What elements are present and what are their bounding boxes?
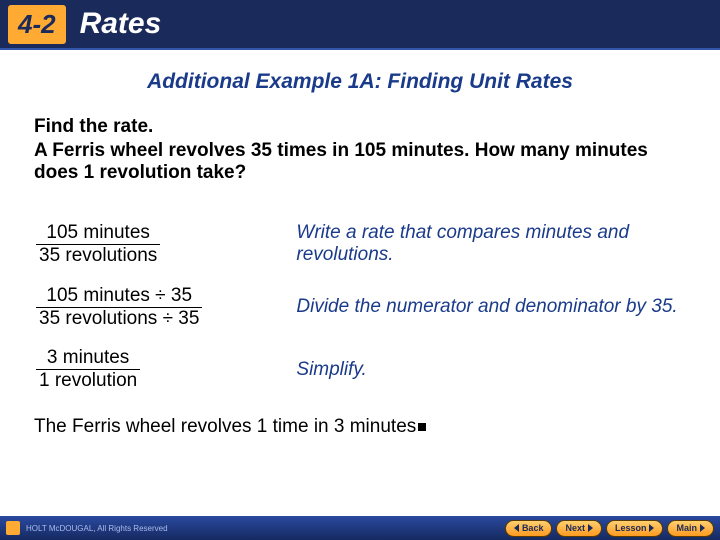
period-box: [418, 423, 426, 431]
fraction-denominator: 1 revolution: [36, 370, 140, 392]
example-subtitle: Additional Example 1A: Finding Unit Rate…: [34, 70, 686, 94]
next-label: Next: [565, 523, 585, 533]
step-row: 105 minutes ÷ 35 35 revolutions ÷ 35 Div…: [36, 277, 684, 338]
step-explanation: Divide the numerator and denominator by …: [296, 277, 684, 338]
back-button[interactable]: Back: [505, 520, 553, 537]
slide-title: Rates: [80, 7, 162, 41]
step-row: 105 minutes 35 revolutions Write a rate …: [36, 214, 684, 275]
slide-header: 4-2 Rates: [0, 0, 720, 50]
fraction-denominator: 35 revolutions: [36, 245, 160, 267]
publisher-logo-icon: [6, 521, 20, 535]
arrow-right-icon: [700, 524, 705, 532]
copyright-text: HOLT McDOUGAL, All Rights Reserved: [26, 524, 168, 533]
fraction-numerator: 105 minutes: [36, 222, 160, 245]
arrow-right-icon: [649, 524, 654, 532]
copyright-block: HOLT McDOUGAL, All Rights Reserved: [6, 521, 168, 535]
step-explanation: Simplify.: [296, 339, 684, 400]
fraction-denominator: 35 revolutions ÷ 35: [36, 308, 202, 330]
conclusion-text: The Ferris wheel revolves 1 time in 3 mi…: [34, 416, 686, 438]
problem-text: A Ferris wheel revolves 35 times in 105 …: [34, 140, 686, 184]
nav-buttons: Back Next Lesson Main: [505, 520, 714, 537]
fraction-numerator: 105 minutes ÷ 35: [36, 285, 202, 308]
fraction: 105 minutes ÷ 35 35 revolutions ÷ 35: [36, 285, 202, 330]
fraction: 105 minutes 35 revolutions: [36, 222, 160, 267]
section-number: 4-2: [8, 5, 66, 44]
step-row: 3 minutes 1 revolution Simplify.: [36, 339, 684, 400]
conclusion-label: The Ferris wheel revolves 1 time in 3 mi…: [34, 416, 416, 437]
main-label: Main: [676, 523, 697, 533]
step-explanation: Write a rate that compares minutes and r…: [296, 214, 684, 275]
arrow-left-icon: [514, 524, 519, 532]
lesson-button[interactable]: Lesson: [606, 520, 664, 537]
main-button[interactable]: Main: [667, 520, 714, 537]
back-label: Back: [522, 523, 544, 533]
arrow-right-icon: [588, 524, 593, 532]
instruction-text: Find the rate.: [34, 116, 686, 138]
next-button[interactable]: Next: [556, 520, 602, 537]
fraction-numerator: 3 minutes: [36, 347, 140, 370]
slide-content: Additional Example 1A: Finding Unit Rate…: [0, 50, 720, 438]
slide-footer: HOLT McDOUGAL, All Rights Reserved Back …: [0, 516, 720, 540]
lesson-label: Lesson: [615, 523, 647, 533]
solution-steps: 105 minutes 35 revolutions Write a rate …: [34, 212, 686, 402]
fraction: 3 minutes 1 revolution: [36, 347, 140, 392]
